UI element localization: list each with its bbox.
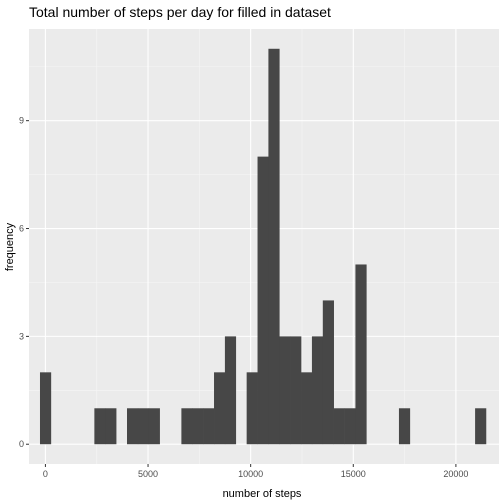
y-tick-label: 0 [19, 439, 24, 449]
histogram-bar [279, 336, 291, 445]
histogram-bar [39, 372, 52, 445]
y-tick-label: 6 [19, 224, 24, 234]
x-tick-label: 0 [43, 469, 48, 479]
y-axis-title: frequency [4, 222, 16, 271]
histogram-bar [311, 336, 324, 445]
histogram-bar [224, 336, 237, 445]
x-tick-label: 10000 [238, 469, 263, 479]
histogram-bar [137, 408, 150, 445]
histogram-bar [214, 372, 226, 445]
histogram-bar [398, 408, 411, 445]
histogram-bar [127, 408, 139, 445]
histogram-bar [322, 300, 334, 445]
histogram-bar [268, 48, 280, 445]
histogram-bar [333, 408, 345, 445]
x-tick-label: 5000 [138, 469, 158, 479]
histogram-bar [148, 408, 160, 445]
x-tick-label: 15000 [341, 469, 366, 479]
bars [39, 48, 487, 445]
histogram-bar [246, 372, 258, 445]
histogram-bar [475, 408, 487, 445]
histogram-bar [192, 408, 204, 445]
histogram-bar [94, 408, 106, 445]
histogram-bar [355, 264, 367, 445]
histogram-bar [203, 408, 215, 445]
histogram-bar [181, 408, 193, 445]
x-axis-title: number of steps [223, 488, 302, 500]
y-tick-label: 9 [19, 116, 24, 126]
axes: 0 5000 10000 15000 20000 0 3 6 9 [19, 116, 468, 479]
histogram-bar [105, 408, 117, 445]
chart-title: Total number of steps per day for filled… [29, 4, 331, 20]
histogram-bar [344, 408, 356, 445]
histogram-bar [301, 372, 313, 445]
histogram-bar [257, 156, 269, 445]
histogram-bar [290, 336, 302, 445]
x-tick-label: 20000 [443, 469, 468, 479]
y-tick-label: 3 [19, 331, 24, 341]
